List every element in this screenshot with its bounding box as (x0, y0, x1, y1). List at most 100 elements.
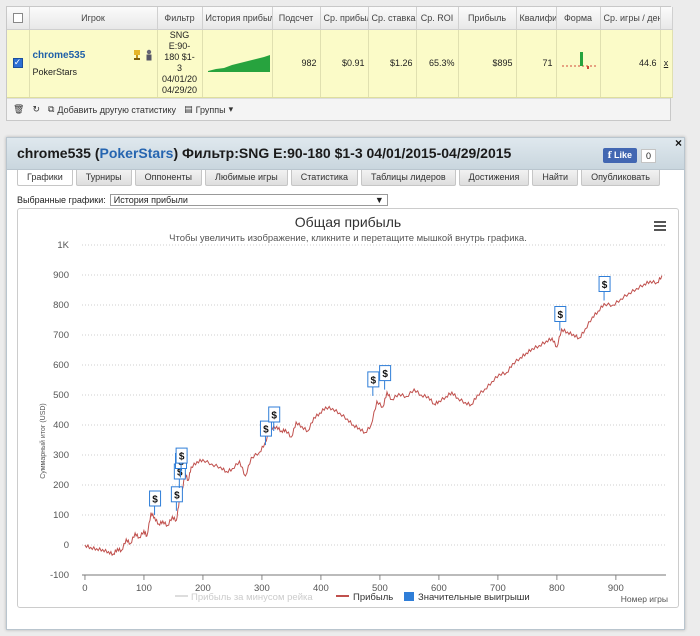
chart-select-row: Выбранные графики: История прибыли ▼ (17, 194, 388, 206)
big-win-box (175, 447, 188, 464)
avg-games-value: 44.6 (600, 29, 661, 98)
big-win-label: $ (174, 490, 180, 501)
col-history[interactable]: История прибыли (202, 7, 273, 30)
big-win-flag: $ (259, 420, 272, 446)
facebook-like-button[interactable]: f Like (602, 148, 637, 163)
select-all-checkbox-cell[interactable] (7, 7, 30, 30)
col-avg-games[interactable]: Ср. игры / день (600, 7, 661, 30)
y-tick-label: 200 (53, 480, 69, 491)
big-win-flag: $ (149, 490, 162, 515)
history-sparkline[interactable] (206, 52, 272, 72)
profit-chart[interactable]: Общая прибыль Чтобы увеличить изображени… (18, 209, 678, 607)
legend-bigwins[interactable]: Значительные выигрыши (418, 592, 530, 603)
y-axis-label: Суммарный итог (USD) (39, 403, 47, 479)
row-checkbox[interactable] (12, 57, 23, 69)
big-win-box (598, 276, 611, 292)
table-row[interactable]: chrome535 PokerStars SNG E:90- 180 $1- 3… (7, 29, 673, 98)
col-player[interactable]: Игрок (29, 7, 158, 30)
y-axis: -100 0 100 200 300 400 500 600 700 800 900 1K (50, 240, 70, 581)
x-tick-label: 500 (372, 583, 388, 594)
col-remove (660, 7, 673, 30)
big-win-flag: $ (379, 365, 392, 390)
y-tick-label: 500 (53, 390, 69, 401)
big-win-box (170, 486, 183, 503)
close-button[interactable]: × (674, 136, 682, 150)
panel-tabs: Графики Турниры Оппоненты Любимые игры С… (17, 170, 660, 186)
tab-achievements[interactable]: Достижения (458, 170, 530, 186)
big-win-label: $ (271, 411, 277, 422)
series-line-profit[interactable] (84, 275, 663, 557)
groups-dropdown[interactable]: ▤ Группы ▾ (184, 104, 234, 115)
add-stat-button[interactable]: ⧉ Добавить другую статистику (47, 104, 177, 115)
trash-icon[interactable]: 🗑 (13, 104, 25, 114)
x-tick-label: 900 (608, 583, 624, 594)
big-win-label: $ (382, 369, 388, 380)
caret-down-icon: ▾ (228, 104, 234, 114)
col-filter[interactable]: Фильтр (157, 7, 203, 30)
panel-player-name: chrome535 (17, 145, 91, 161)
panel-filter-title: Фильтр:SNG E:90-180 $1-3 04/01/2015-04/2… (182, 145, 512, 161)
filter-cell: SNG E:90- 180 $1- 3 04/01/20 04/29/20 (157, 29, 203, 98)
col-avg-profit[interactable]: Ср. прибыль (320, 7, 369, 30)
col-profit[interactable]: Прибыль (458, 7, 517, 30)
big-win-label: $ (152, 495, 158, 506)
x-axis-label: Номер игры (621, 594, 668, 604)
y-tick-label: 0 (64, 540, 69, 551)
col-form[interactable]: Форма (556, 7, 601, 30)
form-cell (556, 29, 601, 98)
player-name-link[interactable]: chrome535 (32, 49, 86, 61)
x-tick-label: 400 (313, 583, 329, 594)
tab-tournaments[interactable]: Турниры (75, 170, 132, 186)
y-tick-label: 1K (57, 240, 69, 251)
history-sparkline-cell[interactable] (202, 29, 273, 98)
chart-frame[interactable]: Общая прибыль Чтобы увеличить изображени… (17, 208, 679, 608)
chart-select[interactable]: История прибыли ▼ (109, 194, 388, 206)
chart-menu-icon[interactable] (654, 221, 666, 231)
tab-charts[interactable]: Графики (17, 170, 73, 186)
chart-select-label: Выбранные графики: (17, 195, 106, 205)
x-tick-label: 700 (490, 583, 506, 594)
tab-statistics[interactable]: Статистика (290, 170, 359, 186)
facebook-like[interactable]: f Like 0 (602, 148, 656, 163)
big-win-box (379, 365, 392, 382)
avg-stake-value: $1.26 (368, 29, 417, 98)
trophy-icon (133, 50, 140, 60)
panel-site-link[interactable]: PokerStars (99, 145, 174, 161)
y-tick-label: 700 (53, 330, 69, 341)
big-win-label: $ (371, 375, 377, 386)
x-tick-label: 100 (136, 583, 152, 594)
big-win-label: $ (179, 452, 185, 463)
x-tick-label: 600 (431, 583, 447, 594)
col-qualif[interactable]: Квалификация (516, 7, 557, 30)
legend-bigwins-swatch (404, 592, 414, 601)
y-tick-label: 600 (53, 360, 69, 371)
y-tick-label: 100 (53, 510, 69, 521)
col-avg-roi[interactable]: Ср. ROI (416, 7, 459, 30)
col-count[interactable]: Подсчет (272, 7, 321, 30)
tab-opponents[interactable]: Оппоненты (134, 170, 202, 186)
select-all-checkbox[interactable] (12, 13, 23, 24)
col-avg-stake[interactable]: Ср. ставка (368, 7, 417, 30)
tab-favorite-games[interactable]: Любимые игры (204, 170, 288, 186)
legend-rake[interactable]: Прибыль за минусом рейка (191, 592, 313, 603)
refresh-icon[interactable]: ↻ (32, 104, 40, 114)
tab-find[interactable]: Найти (532, 170, 579, 186)
stats-table: Игрок Фильтр История прибыли Подсчет Ср.… (7, 7, 673, 98)
y-tick-label: -100 (50, 570, 69, 581)
stats-toolbar: 🗑 ↻ ⧉ Добавить другую статистику ▤ Групп… (7, 98, 670, 120)
select-caret-icon: ▼ (374, 195, 384, 205)
legend-profit[interactable]: Прибыль (353, 592, 393, 603)
big-win-flag: $ (367, 371, 380, 396)
avg-roi-value: 65.3% (416, 29, 459, 98)
player-site: PokerStars (32, 67, 78, 77)
stats-table-panel: Игрок Фильтр История прибыли Подсчет Ср.… (6, 6, 673, 121)
tab-publish[interactable]: Опубликовать (581, 170, 660, 186)
big-win-flag: $ (554, 306, 567, 331)
remove-row-button[interactable]: x (663, 58, 669, 68)
tab-leaderboards[interactable]: Таблицы лидеров (361, 170, 456, 186)
player-figure-icon (146, 49, 151, 61)
big-win-flag: $ (175, 447, 188, 473)
big-win-flag: $ (598, 276, 611, 301)
x-tick-label: 300 (254, 583, 270, 594)
y-tick-label: 300 (53, 450, 69, 461)
